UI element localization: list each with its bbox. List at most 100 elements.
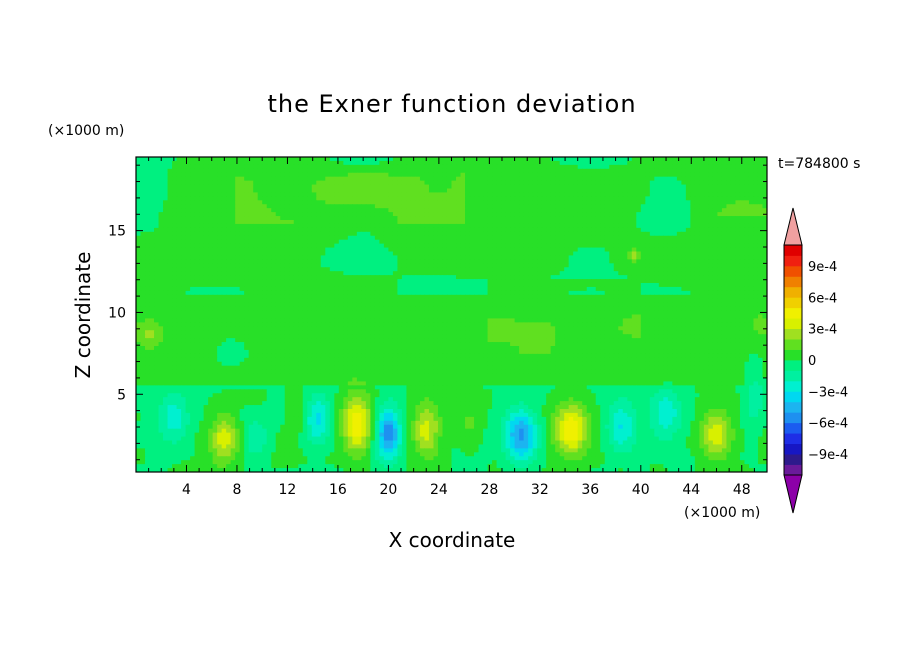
contour-cell [158, 184, 164, 190]
contour-cell [496, 286, 502, 292]
contour-cell [208, 176, 214, 182]
contour-cell [145, 184, 151, 190]
contour-cell [645, 283, 651, 288]
contour-cell [226, 200, 232, 205]
contour-cell [555, 275, 561, 280]
contour-cell [555, 164, 561, 170]
contour-cell [510, 216, 516, 221]
contour-cell [374, 279, 380, 284]
contour-cell [181, 200, 187, 205]
contour-cell [428, 231, 435, 237]
contour-cell [181, 251, 187, 257]
contour-cell [410, 168, 417, 174]
contour-cell [465, 263, 471, 268]
contour-cell [699, 263, 705, 268]
contour-cell [140, 216, 146, 221]
contour-cell [609, 275, 615, 280]
contour-cell [546, 259, 552, 264]
contour-cell [217, 259, 223, 264]
contour-cell [663, 212, 669, 217]
contour-cell [451, 176, 457, 182]
contour-cell [658, 263, 664, 268]
contour-cell [356, 283, 362, 288]
contour-cell [681, 164, 687, 170]
contour-cell [483, 157, 489, 162]
contour-cell [257, 271, 263, 276]
contour-cell [163, 216, 169, 221]
contour-cell [221, 267, 227, 272]
contour-cell [748, 255, 755, 260]
contour-cell [550, 283, 556, 288]
contour-cell [537, 294, 543, 300]
contour-cell [293, 160, 299, 166]
contour-cell [514, 231, 520, 237]
contour-cell [194, 168, 200, 174]
contour-cell [379, 239, 385, 245]
contour-cell [622, 164, 628, 170]
contour-cell [190, 160, 196, 166]
contour-cell [537, 279, 543, 284]
contour-cell [451, 188, 457, 194]
contour-cell [352, 243, 358, 249]
contour-cell [172, 227, 178, 233]
contour-cell [307, 200, 313, 205]
contour-cell [465, 267, 471, 272]
contour-cell [325, 255, 331, 260]
contour-cell [717, 180, 723, 186]
contour-cell [329, 192, 335, 197]
contour-cell [365, 283, 371, 288]
contour-cell [577, 239, 583, 245]
contour-cell [456, 286, 462, 292]
contour-cell [717, 160, 723, 166]
contour-cell [613, 164, 619, 170]
contour-cell [311, 223, 317, 229]
contour-cell [667, 160, 673, 166]
contour-cell [694, 216, 700, 221]
contour-cell [343, 220, 349, 225]
contour-cell [154, 160, 160, 166]
contour-cell [577, 286, 583, 292]
contour-cell [136, 243, 142, 249]
contour-cell [356, 180, 362, 186]
contour-cell [469, 243, 475, 249]
contour-cell [577, 231, 583, 237]
contour-cell [194, 294, 200, 300]
contour-cell [235, 235, 241, 241]
contour-cell [681, 216, 687, 221]
contour-cell [415, 176, 421, 182]
contour-cell [181, 227, 187, 233]
contour-cell [320, 168, 326, 174]
contour-cell [487, 275, 493, 280]
contour-cell [555, 208, 561, 213]
contour-cell [595, 235, 601, 241]
contour-cell [690, 204, 696, 209]
contour-cell [523, 184, 529, 190]
contour-cell [442, 204, 448, 209]
contour-cell [744, 239, 750, 245]
contour-cell [361, 208, 367, 213]
contour-cell [591, 239, 597, 245]
contour-cell [181, 184, 187, 190]
contour-cell [645, 172, 651, 178]
contour-cell [424, 294, 430, 300]
contour-cell [406, 239, 412, 245]
contour-cell [136, 188, 142, 194]
contour-cell [442, 294, 448, 300]
contour-cell [577, 243, 583, 249]
contour-cell [410, 200, 417, 205]
contour-cell [690, 227, 696, 233]
contour-cell [329, 208, 335, 213]
contour-cell [708, 271, 714, 276]
contour-cell [253, 216, 259, 221]
contour-cell [573, 227, 579, 233]
contour-cell [537, 235, 543, 241]
contour-cell [654, 196, 660, 201]
contour-cell [631, 212, 637, 217]
contour-cell [392, 216, 399, 221]
contour-cell [325, 267, 331, 272]
contour-cell [645, 204, 651, 209]
contour-cell [748, 180, 755, 186]
contour-cell [307, 271, 313, 276]
contour-cell [428, 176, 435, 182]
contour-cell [717, 220, 723, 225]
